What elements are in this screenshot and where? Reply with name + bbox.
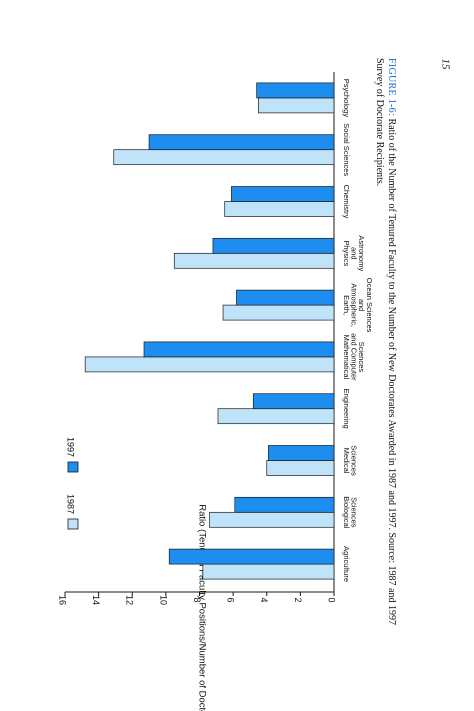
bar-1997-4 xyxy=(143,341,335,358)
value-tick-label: 10 xyxy=(158,595,168,605)
bar-1997-0 xyxy=(168,548,335,565)
legend-swatch-1987 xyxy=(67,518,79,530)
bar-1987-2 xyxy=(266,460,335,476)
value-axis-title: Ratio (Tenured Faculty Positions/Number … xyxy=(197,504,208,711)
category-label-line: Agriculture xyxy=(342,546,351,582)
category-label-line: Atmospheric, xyxy=(350,283,359,327)
category-label: PhysicsandAstronomy xyxy=(342,235,366,271)
bar-1987-7 xyxy=(224,201,335,217)
category-label-line: Engineering xyxy=(342,389,351,429)
figure-caption: FIGURE 1-6: Ratio of the Number of Tenur… xyxy=(373,58,397,648)
category-label: Social Sciences xyxy=(342,123,351,176)
value-tick-label: 14 xyxy=(91,595,101,605)
value-tick-label: 6 xyxy=(226,597,236,602)
value-tick-label: 12 xyxy=(125,595,135,605)
bar-1997-6 xyxy=(212,237,335,254)
category-label-line: Mathematical xyxy=(342,335,351,380)
bar-1987-9 xyxy=(257,97,335,114)
bar-1987-3 xyxy=(217,408,335,425)
value-tick-label: 4 xyxy=(259,597,269,602)
category-label-line: Chemistry xyxy=(342,185,351,219)
figure-caption-text: Ratio of the Number of Tenured Faculty t… xyxy=(374,58,397,625)
category-label: Engineering xyxy=(342,389,351,429)
bar-1997-2 xyxy=(268,445,335,461)
bar-1987-1 xyxy=(209,511,335,528)
bar-1997-8 xyxy=(148,134,335,151)
value-tick-label: 16 xyxy=(57,595,67,605)
value-tick-label: 2 xyxy=(293,597,303,602)
bar-1997-3 xyxy=(252,393,335,410)
category-label-line: and xyxy=(350,247,359,260)
category-label-line: Sciences xyxy=(357,342,366,373)
category-label: BiologicalSciences xyxy=(342,496,359,528)
category-label: Psychology xyxy=(342,79,351,118)
category-label: Earth,Atmospheric,andOcean Sciences xyxy=(342,278,374,333)
bar-1997-7 xyxy=(231,186,335,202)
category-label-line: Physics xyxy=(342,240,351,266)
category-label-line: Social Sciences xyxy=(342,123,351,176)
category-label-line: Sciences xyxy=(350,445,359,476)
bar-1987-4 xyxy=(84,356,335,373)
figure-label: FIGURE 1-6: xyxy=(386,58,397,117)
category-label-line: Sciences xyxy=(350,497,359,528)
legend-label-1987: 1987 xyxy=(65,494,75,514)
category-label-line: Psychology xyxy=(342,79,351,118)
category-label-line: Earth, xyxy=(342,295,351,315)
bar-1987-5 xyxy=(222,304,335,321)
bar-1987-8 xyxy=(113,149,335,166)
category-label-line: Medical xyxy=(342,448,351,474)
value-tick-label: 8 xyxy=(192,597,202,602)
bar-1997-9 xyxy=(256,82,335,99)
category-label-line: Biological xyxy=(342,496,351,528)
bar-1987-6 xyxy=(173,252,335,269)
legend-label-1997: 1997 xyxy=(65,437,75,457)
value-tick-label: 0 xyxy=(326,597,336,602)
bar-1987-0 xyxy=(202,563,335,580)
category-label-line: and Computer xyxy=(350,333,359,381)
category-label: Chemistry xyxy=(342,185,351,219)
legend-swatch-1997 xyxy=(67,461,79,473)
category-label: Agriculture xyxy=(342,546,351,582)
category-label-line: Astronomy xyxy=(357,235,366,271)
category-label-line: and xyxy=(357,299,366,312)
category-label: MedicalSciences xyxy=(342,445,359,476)
bar-1997-1 xyxy=(234,496,335,513)
category-label: Mathematicaland ComputerSciences xyxy=(342,333,366,381)
category-label-line: Ocean Sciences xyxy=(365,278,374,333)
bar-1997-5 xyxy=(236,289,335,306)
